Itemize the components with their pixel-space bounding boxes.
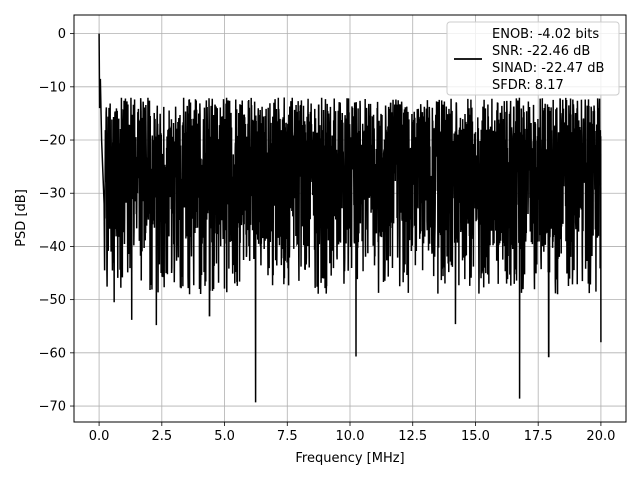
legend-sinad: SINAD: -22.47 dB <box>492 61 604 76</box>
legend-box <box>446 21 620 96</box>
x-tick-label: 12.5 <box>398 429 427 444</box>
x-tick-label: 2.5 <box>151 429 172 444</box>
x-tick-label: 15.0 <box>461 429 490 444</box>
legend-sfdr: SFDR: 8.17 <box>492 78 564 93</box>
y-tick-label: −50 <box>39 293 66 308</box>
psd-series-line <box>98 33 602 403</box>
y-tick-label: −70 <box>39 400 66 415</box>
y-tick-label: −10 <box>39 80 66 95</box>
x-tick-label: 10.0 <box>336 429 365 444</box>
x-tick-label: 17.5 <box>524 429 553 444</box>
x-tick-label: 7.5 <box>277 429 298 444</box>
y-tick-label: −30 <box>39 187 66 202</box>
x-tick-label: 20.0 <box>586 429 615 444</box>
y-axis-label: PSD [dB] <box>14 189 29 247</box>
legend-snr: SNR: -22.46 dB <box>492 44 590 59</box>
y-tick-label: −40 <box>39 240 66 255</box>
legend: ENOB: -4.02 bits SNR: -22.46 dB SINAD: -… <box>446 21 620 96</box>
x-tick-label: 5.0 <box>214 429 235 444</box>
plot-area <box>98 33 602 403</box>
y-tick-label: −20 <box>39 134 66 149</box>
y-tick-label: −60 <box>39 346 66 361</box>
y-tick-label: 0 <box>58 27 66 42</box>
axis-ticks: 0.0 2.5 5.0 7.5 10.0 12.5 15.0 17.5 20.0 0 −10 −20 −… <box>39 27 616 444</box>
x-axis-label: Frequency [MHz] <box>295 451 404 466</box>
x-tick-label: 0.0 <box>89 429 110 444</box>
legend-enob: ENOB: -4.02 bits <box>492 27 599 42</box>
